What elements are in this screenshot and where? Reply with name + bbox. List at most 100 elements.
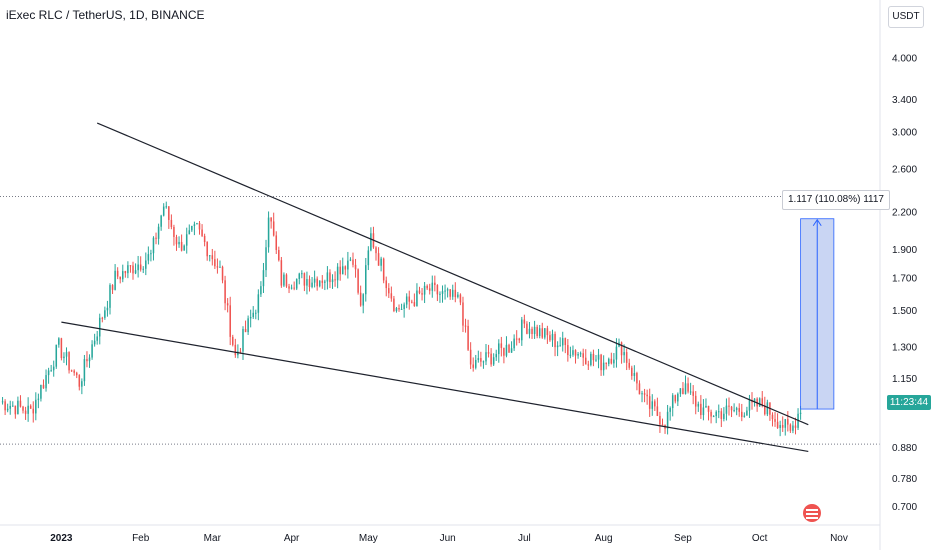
candle-body	[518, 338, 521, 341]
candle-body	[549, 335, 551, 341]
candle-body	[513, 338, 515, 349]
candle-body	[244, 328, 247, 333]
candle-body	[344, 266, 347, 270]
candle-body	[193, 224, 196, 226]
candle-body	[541, 328, 544, 338]
candle-body	[508, 344, 510, 353]
x-tick-label: Sep	[674, 533, 692, 544]
candle-body	[114, 270, 116, 290]
candle-body	[124, 271, 127, 274]
candle-body	[449, 289, 451, 297]
candle-body	[52, 366, 55, 371]
candle-body	[388, 288, 390, 294]
candle-body	[572, 350, 574, 355]
x-tick-label: 2023	[50, 533, 73, 544]
candle-body	[615, 346, 618, 360]
trendline[interactable]	[61, 321, 809, 453]
candle-body	[666, 411, 669, 429]
candle-body	[70, 370, 73, 372]
candle-body	[29, 405, 32, 409]
candle-body	[91, 344, 93, 358]
candle-body	[324, 281, 326, 283]
candle-body	[152, 237, 155, 254]
candle-body	[646, 394, 648, 397]
candle-body	[689, 391, 692, 393]
candle-body	[160, 215, 162, 227]
candle-body	[428, 288, 431, 291]
candle-body	[595, 359, 597, 361]
candle-body	[262, 270, 265, 287]
candle-body	[201, 229, 203, 236]
candle-body	[416, 290, 418, 307]
candle-body	[485, 352, 487, 362]
candle-body	[316, 278, 318, 287]
candle-body	[451, 289, 454, 297]
candle-body	[674, 395, 677, 402]
y-tick-label: 2.600	[892, 164, 917, 175]
candle-body	[65, 352, 68, 357]
candle-body	[474, 360, 477, 368]
y-tick-label: 1.900	[892, 245, 917, 256]
currency-button[interactable]: USDT	[888, 6, 924, 28]
candle-body	[728, 405, 730, 407]
candle-body	[579, 353, 582, 355]
candles	[1, 201, 802, 437]
y-tick-label: 3.400	[892, 95, 917, 106]
candle-body	[47, 370, 50, 376]
candle-body	[669, 408, 671, 412]
candle-body	[459, 294, 462, 303]
candle-body	[185, 234, 188, 246]
candle-body	[198, 223, 201, 230]
candle-body	[746, 410, 748, 416]
candle-body	[173, 226, 175, 237]
candle-body	[137, 264, 139, 271]
candle-body	[255, 312, 257, 314]
candle-body	[119, 276, 121, 280]
candle-body	[313, 278, 316, 283]
candle-body	[431, 282, 434, 291]
candle-body	[393, 298, 395, 312]
x-tick-label: Jun	[440, 533, 456, 544]
candle-body	[221, 266, 224, 281]
y-tick-label: 1.300	[892, 343, 917, 354]
candle-body	[398, 308, 400, 310]
x-tick-label: Feb	[132, 533, 150, 544]
candle-body	[321, 280, 324, 283]
candle-body	[613, 359, 615, 364]
time-axis[interactable]: 2023 Feb Mar Apr May Jun Jul Aug Sep Oct Nov	[50, 533, 848, 544]
candle-body	[308, 279, 311, 287]
candle-body	[139, 264, 142, 270]
candle-body	[636, 373, 638, 384]
candle-body	[480, 358, 482, 362]
trendline[interactable]	[96, 122, 809, 426]
candle-body	[349, 259, 352, 261]
candle-body	[712, 416, 715, 418]
candle-body	[546, 328, 549, 336]
measure-tool[interactable]	[800, 218, 835, 410]
candle-body	[270, 217, 272, 222]
candle-body	[559, 345, 561, 347]
x-tick-label: Mar	[204, 533, 222, 544]
candle-body	[554, 333, 556, 348]
candle-body	[610, 358, 613, 364]
candle-body	[9, 405, 11, 409]
candle-body	[735, 408, 738, 410]
y-tick-label: 3.000	[892, 127, 917, 138]
candle-body	[249, 317, 252, 319]
trendlines[interactable]	[61, 122, 809, 453]
candle-body	[237, 351, 239, 356]
candle-body	[203, 235, 206, 243]
candle-body	[738, 408, 740, 412]
candle-body	[758, 398, 761, 407]
candle-body	[641, 393, 643, 395]
candle-body	[510, 348, 513, 353]
price-axis[interactable]: 4.000 3.400 3.000 2.600 2.200 1.900 1.700 1.500…	[892, 53, 917, 513]
candle-body	[55, 344, 58, 367]
candle-body	[411, 301, 413, 303]
candle-body	[318, 280, 321, 287]
candle-body	[147, 254, 150, 261]
candle-body	[280, 260, 283, 286]
candle-body	[132, 265, 134, 274]
candle-body	[352, 259, 354, 265]
